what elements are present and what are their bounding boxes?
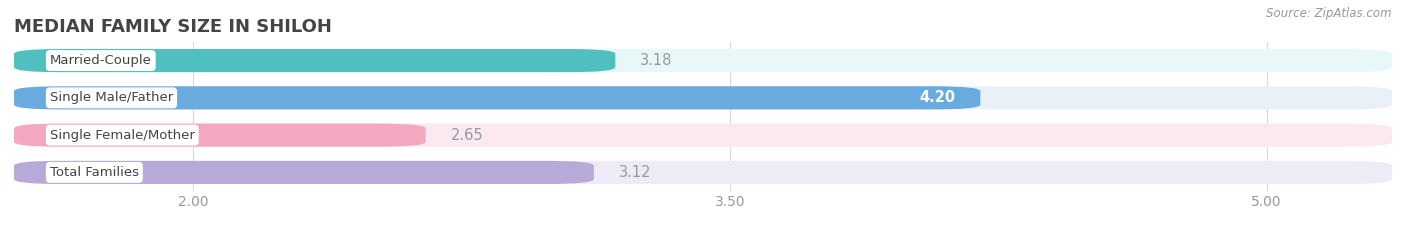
Text: Source: ZipAtlas.com: Source: ZipAtlas.com	[1267, 7, 1392, 20]
FancyBboxPatch shape	[14, 123, 1392, 147]
FancyBboxPatch shape	[14, 86, 980, 110]
FancyBboxPatch shape	[14, 161, 1392, 184]
FancyBboxPatch shape	[14, 49, 616, 72]
FancyBboxPatch shape	[14, 49, 1392, 72]
FancyBboxPatch shape	[14, 123, 426, 147]
Text: Single Male/Father: Single Male/Father	[49, 91, 173, 104]
Text: Total Families: Total Families	[49, 166, 139, 179]
Text: 3.18: 3.18	[640, 53, 672, 68]
Text: MEDIAN FAMILY SIZE IN SHILOH: MEDIAN FAMILY SIZE IN SHILOH	[14, 18, 332, 36]
Text: Married-Couple: Married-Couple	[49, 54, 152, 67]
Text: 4.20: 4.20	[920, 90, 955, 105]
Text: 3.12: 3.12	[619, 165, 651, 180]
FancyBboxPatch shape	[14, 86, 1392, 110]
FancyBboxPatch shape	[14, 161, 593, 184]
Text: 2.65: 2.65	[451, 128, 484, 143]
Text: Single Female/Mother: Single Female/Mother	[49, 129, 194, 142]
